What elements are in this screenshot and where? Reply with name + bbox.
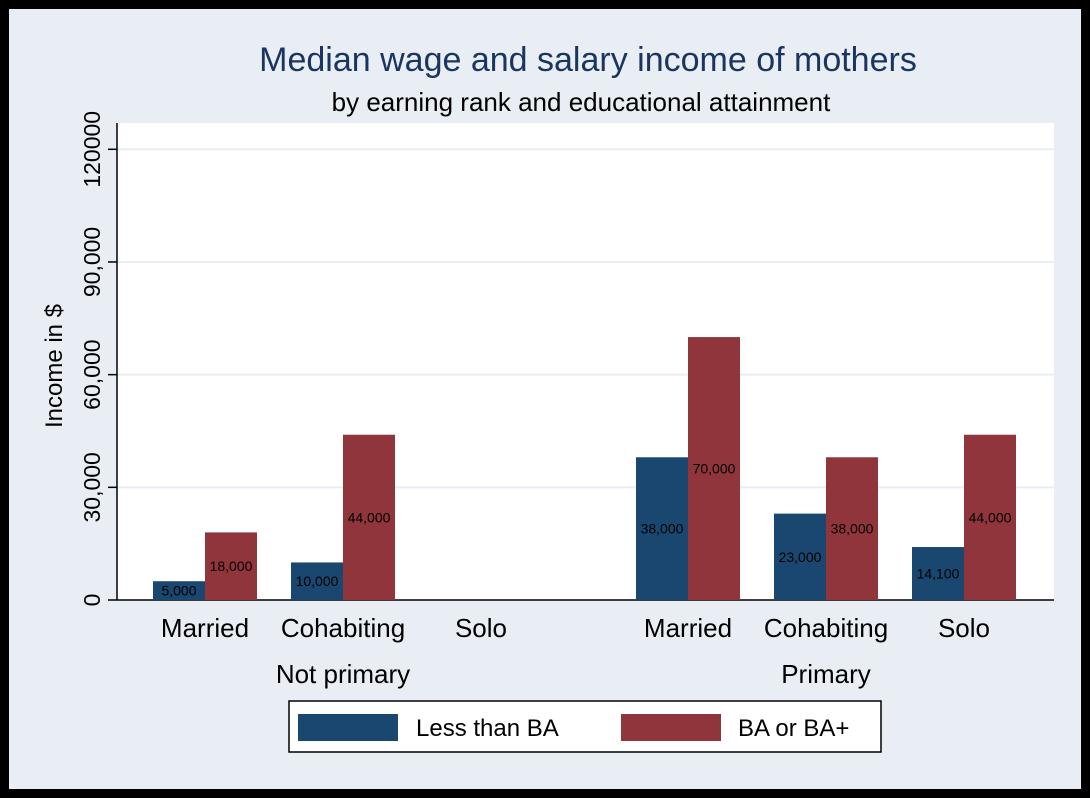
y-tick-label: 120000 bbox=[79, 111, 105, 188]
category-label: Solo bbox=[455, 613, 507, 643]
bar bbox=[688, 337, 740, 600]
y-axis-title: Income in $ bbox=[41, 304, 68, 428]
bar-value-label: 10,000 bbox=[296, 573, 339, 589]
y-axis: 0 30,000 60,000 90,000 120000 bbox=[79, 111, 1054, 606]
group-label: Not primary bbox=[276, 659, 410, 689]
x-axis-labels: Married Cohabiting Solo Not primary Married C… bbox=[161, 613, 990, 689]
legend-label-ba-or-ba-plus: BA or BA+ bbox=[738, 715, 849, 742]
bar bbox=[343, 434, 395, 600]
y-tick-label: 30,000 bbox=[79, 452, 105, 522]
bar bbox=[774, 513, 826, 600]
chart-subtitle: by earning rank and educational attainme… bbox=[332, 87, 831, 117]
chart-title: Median wage and salary income of mothers bbox=[259, 41, 917, 79]
group-label: Primary bbox=[781, 659, 871, 689]
category-label: Cohabiting bbox=[764, 613, 888, 643]
legend: Less than BA BA or BA+ bbox=[288, 700, 882, 753]
category-label: Solo bbox=[938, 613, 990, 643]
category-label: Cohabiting bbox=[281, 613, 405, 643]
bar-value-label: 44,000 bbox=[348, 509, 391, 525]
legend-swatch-less-than-ba bbox=[298, 714, 398, 741]
bar-value-label: 23,000 bbox=[779, 549, 822, 565]
bar-value-label: 44,000 bbox=[969, 509, 1012, 525]
bar-value-label: 38,000 bbox=[641, 521, 684, 537]
bar bbox=[636, 457, 688, 600]
bar bbox=[826, 457, 878, 600]
y-tick-label: 0 bbox=[79, 594, 105, 607]
legend-label-less-than-ba: Less than BA bbox=[416, 715, 559, 742]
bar bbox=[291, 562, 343, 600]
bar bbox=[912, 547, 964, 600]
bar-value-label: 5,000 bbox=[161, 583, 196, 599]
bar-value-label: 18,000 bbox=[210, 558, 253, 574]
y-tick-label: 90,000 bbox=[79, 227, 105, 297]
bar-value-label: 38,000 bbox=[831, 521, 874, 537]
bars: 5,000 18,000 10,000 44,000 38,000 70,000 23,00… bbox=[153, 337, 1016, 600]
plot-area bbox=[117, 123, 1054, 600]
legend-swatch-ba-or-ba-plus bbox=[621, 714, 721, 741]
bar-value-label: 14,100 bbox=[917, 566, 960, 582]
bar bbox=[964, 434, 1016, 600]
bar bbox=[153, 581, 205, 600]
gridlines bbox=[117, 148, 1054, 489]
category-label: Married bbox=[644, 613, 732, 643]
category-label: Married bbox=[161, 613, 249, 643]
y-tick-label: 60,000 bbox=[79, 339, 105, 409]
bar bbox=[205, 532, 257, 600]
bar-value-label: 70,000 bbox=[693, 461, 736, 477]
